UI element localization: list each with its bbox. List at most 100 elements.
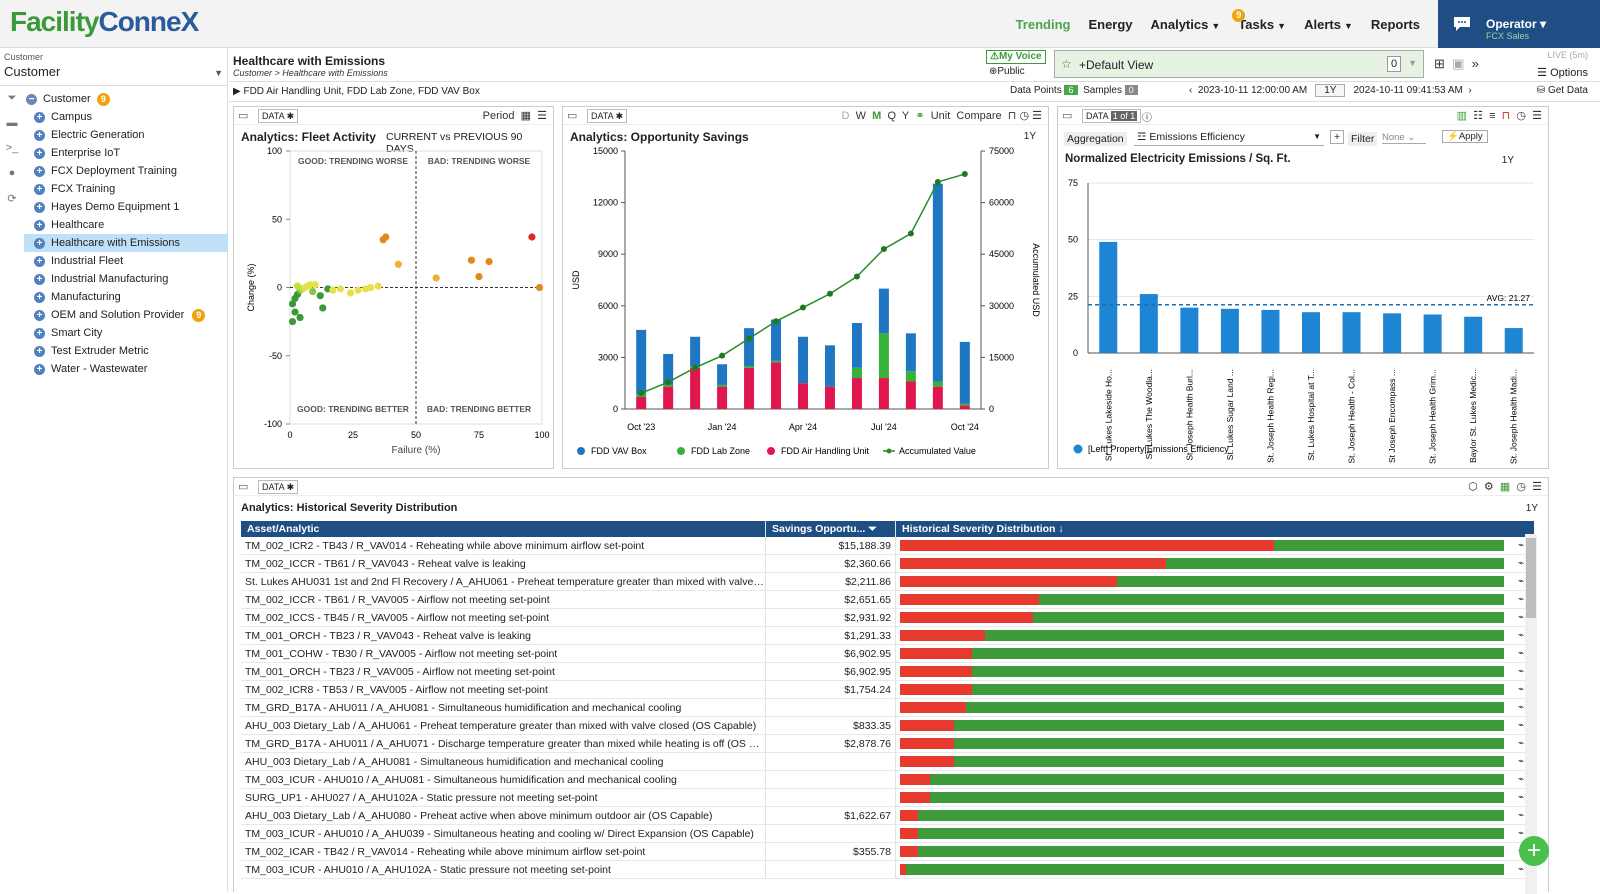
view-selector[interactable]: ☆ +Default View 0 ▼ — [1054, 50, 1424, 78]
data-toggle[interactable]: DATA 1 of 1 — [1082, 109, 1142, 123]
window-icon[interactable]: ▭ — [238, 110, 249, 122]
tree-item[interactable]: + Industrial Manufacturing — [24, 270, 228, 288]
table-row[interactable]: TM_001_ORCH - TB23 / R_VAV005 - Airflow … — [241, 663, 1534, 681]
trend-chart-icon[interactable]: ⌁ — [1517, 576, 1525, 587]
trend-chart-icon[interactable]: ⌁ — [1517, 828, 1525, 839]
trend-chart-icon[interactable]: ⌁ — [1517, 684, 1525, 695]
filter-icon[interactable]: ⏷ — [7, 92, 17, 104]
tree-item[interactable]: + OEM and Solution Provider 9 — [24, 306, 228, 324]
trend-chart-icon[interactable]: ⌁ — [1517, 702, 1525, 713]
tree-item[interactable]: + Manufacturing — [24, 288, 228, 306]
trend-chart-icon[interactable]: ⌁ — [1517, 630, 1525, 641]
clock-icon[interactable]: ◷ — [1019, 110, 1030, 122]
nav-alerts[interactable]: Alerts ▼ — [1304, 16, 1353, 32]
table-row[interactable]: TM_002_ICCR - TB61 / R_VAV005 - Airflow … — [241, 591, 1534, 609]
expand-icon[interactable]: + — [34, 165, 45, 177]
nav-analytics[interactable]: Analytics ▼ — [1150, 16, 1221, 32]
table-row[interactable]: AHU_003 Dietary_Lab / A_AHU061 - Preheat… — [241, 717, 1534, 735]
nav-tasks[interactable]: 9 Tasks ▼ — [1232, 8, 1286, 32]
expand-icon[interactable]: + — [34, 111, 45, 123]
data-toggle[interactable]: DATA ✱ — [587, 109, 628, 123]
expand-icon[interactable]: + — [34, 363, 45, 375]
menu-icon[interactable]: ☰ — [1532, 481, 1542, 493]
table-row[interactable]: AHU_003 Dietary_Lab / A_AHU080 - Preheat… — [241, 807, 1534, 825]
lock-icon[interactable]: ⊓ — [1501, 110, 1511, 122]
group-icon[interactable]: ⚭ — [915, 110, 925, 122]
list-icon[interactable]: ☷ — [1473, 110, 1483, 122]
table-row[interactable]: TM_002_ICAR - TB42 / R_VAV014 - Reheatin… — [241, 843, 1534, 861]
nav-energy[interactable]: Energy — [1088, 16, 1133, 32]
table-scrollbar[interactable] — [1525, 534, 1537, 894]
clock-icon[interactable]: ◷ — [1516, 481, 1526, 493]
period-d[interactable]: D — [841, 110, 850, 122]
data-toggle[interactable]: DATA ✱ — [258, 480, 299, 494]
gears-icon[interactable]: ⚙ — [1483, 481, 1494, 493]
options-menu[interactable]: ☰ Options — [1537, 67, 1588, 79]
trend-chart-icon[interactable]: ⌁ — [1517, 756, 1525, 767]
my-voice-button[interactable]: ⚠My Voice — [986, 50, 1046, 64]
cube-icon[interactable]: ⬡ — [1468, 481, 1478, 493]
expand-icon[interactable]: + — [34, 201, 45, 213]
col-savings[interactable]: Savings Opportu... ⏷ — [766, 521, 896, 537]
nav-reports[interactable]: Reports — [1370, 16, 1420, 32]
grid-icon[interactable]: ▦ — [520, 110, 531, 122]
equipment-filter[interactable]: ▶ FDD Air Handling Unit, FDD Lab Zone, F… — [233, 86, 480, 97]
trend-chart-icon[interactable]: ⌁ — [1517, 810, 1525, 821]
window-icon[interactable]: ▭ — [1062, 110, 1073, 122]
expand-icon[interactable]: + — [34, 345, 45, 357]
tree-root[interactable]: − Customer 9 — [24, 90, 228, 108]
settings-icon[interactable]: ● — [8, 167, 16, 179]
menu-icon[interactable]: ☰ — [1532, 110, 1542, 122]
window-icon[interactable]: ▭ — [238, 481, 249, 493]
expand-icon[interactable]: + — [34, 183, 45, 195]
trend-chart-icon[interactable]: ⌁ — [1517, 774, 1525, 785]
tree-item[interactable]: + FCX Training — [24, 180, 228, 198]
table-row[interactable]: St. Lukes AHU031 1st and 2nd Fl Recovery… — [241, 573, 1534, 591]
terminal-icon[interactable]: >_ — [5, 142, 19, 154]
range-button[interactable]: 1Y — [1315, 84, 1346, 97]
trend-chart-icon[interactable]: ⌁ — [1517, 648, 1525, 659]
tree-item[interactable]: + Healthcare — [24, 216, 228, 234]
save-icon[interactable]: ▣ — [1452, 56, 1465, 71]
aggregation-select[interactable]: ☲ Emissions Efficiency ▼ — [1134, 130, 1324, 146]
tree-item[interactable]: + Water - Wastewater — [24, 360, 228, 378]
clock-icon[interactable]: ◷ — [1516, 110, 1526, 122]
table-row[interactable]: TM_002_ICCS - TB45 / R_VAV005 - Airflow … — [241, 609, 1534, 627]
add-fab-button[interactable]: + — [1519, 836, 1549, 866]
tree-item[interactable]: + Enterprise IoT — [24, 144, 228, 162]
table-row[interactable]: SURG_UP1 - AHU027 / A_AHU102A - Static p… — [241, 789, 1534, 807]
table-row[interactable]: AHU_003 Dietary_Lab / A_AHU081 - Simulta… — [241, 753, 1534, 771]
expand-icon[interactable]: + — [34, 273, 45, 285]
info-icon[interactable]: ⓘ — [1142, 113, 1152, 124]
expand-icon[interactable]: + — [34, 291, 45, 303]
sort-down-icon[interactable]: ↓ — [1058, 523, 1064, 535]
add-icon[interactable]: + — [1330, 130, 1345, 144]
expand-icon[interactable]: + — [34, 147, 45, 159]
start-date[interactable]: 2023-10-11 12:00:00 AM — [1197, 85, 1308, 96]
operator-menu[interactable]: Operator ▾ FCX Sales — [1438, 0, 1600, 48]
live-toggle[interactable]: LIVE (5m) — [1547, 50, 1588, 60]
col-asset[interactable]: Asset/Analytic — [241, 521, 766, 537]
prev-icon[interactable]: ‹ — [1189, 85, 1193, 96]
data-toggle[interactable]: DATA ✱ — [258, 109, 299, 123]
refresh-icon[interactable]: ⟳ — [7, 193, 17, 205]
tree-item[interactable]: + Smart City — [24, 324, 228, 342]
filter-select[interactable]: None ⌄ — [1382, 132, 1426, 144]
period-y[interactable]: Y — [901, 110, 910, 122]
table-row[interactable]: TM_GRD_B17A - AHU011 / A_AHU071 - Discha… — [241, 735, 1534, 753]
expand-icon[interactable]: + — [34, 327, 45, 339]
trend-chart-icon[interactable]: ⌁ — [1517, 738, 1525, 749]
table-row[interactable]: TM_002_ICCR - TB61 / R_VAV043 - Reheat v… — [241, 555, 1534, 573]
table-row[interactable]: TM_003_ICUR - AHU010 / A_AHU039 - Simult… — [241, 825, 1534, 843]
lock-icon[interactable]: ⊓ — [1007, 110, 1017, 122]
expand-icon[interactable]: + — [34, 255, 45, 267]
chevron-down-icon[interactable]: ▼ — [1408, 58, 1417, 68]
tree-item[interactable]: + Hayes Demo Equipment 1 — [24, 198, 228, 216]
get-data-button[interactable]: ⛁ Get Data — [1536, 85, 1588, 96]
tree-item[interactable]: + Electric Generation — [24, 126, 228, 144]
trend-chart-icon[interactable]: ⌁ — [1517, 864, 1525, 875]
trend-chart-icon[interactable]: ⌁ — [1517, 594, 1525, 605]
period-q[interactable]: Q — [887, 110, 896, 122]
menu-icon[interactable]: ☰ — [537, 110, 547, 122]
trend-chart-icon[interactable]: ⌁ — [1517, 666, 1525, 677]
